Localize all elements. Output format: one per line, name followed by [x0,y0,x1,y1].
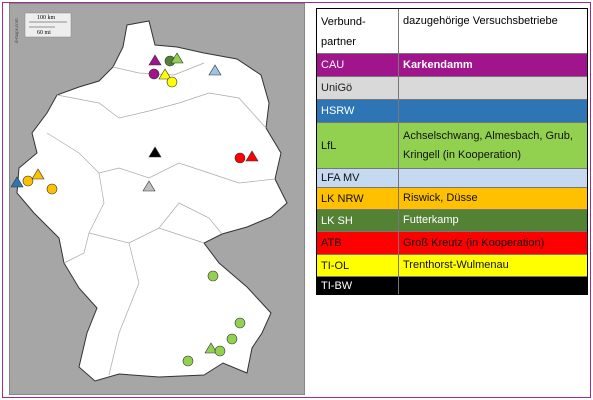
partner-cell: LK NRW [317,188,399,209]
header-cell: dazugehörige Versuchsbetriebe [403,15,558,27]
partner-cell: TI-BW [317,277,399,294]
farms-cell: Karkendamm [403,58,473,71]
farms-cell: Trenthorst-Wulmenau [403,259,509,271]
marker [234,317,246,329]
table-row: TI-OL Trenthorst-Wulmenau [317,254,587,276]
farms-cell: Futterkamp [403,214,459,226]
partner-cell: UniGö [317,77,399,99]
marker [22,175,34,187]
partner-cell: TI-OL [317,255,399,276]
farms-cell: Groß Kreutz (in Kooperation) [403,236,545,249]
marker [148,68,160,80]
credit: d-maps.com [15,18,20,43]
table-row: TI-BW [317,276,587,294]
marker [166,76,178,88]
table-row: CAU Karkendamm [317,53,587,76]
partner-cell: LfL [317,123,399,168]
scale-box [24,12,72,38]
marker [148,146,162,158]
table-header: Verbund-partner dazugehörige Versuchsbetr… [317,9,587,53]
table-row: HSRW [317,99,587,122]
table-row: UniGö [317,76,587,99]
markers [10,52,259,367]
table-row: LfL Achselschwang, Almesbach, Grub, Kring… [317,122,587,168]
map: 100 km 60 mi d-maps.com [9,3,305,395]
partner-cell: LK SH [317,210,399,231]
header-cell: Verbund-partner [317,9,399,53]
partner-cell: LFA MV [317,169,399,187]
marker [31,168,45,180]
farms-cell [399,77,587,99]
partner-table: Verbund-partner dazugehörige Versuchsbetr… [316,8,588,295]
farms-cell [399,100,587,122]
table-row: LK SH Futterkamp [317,209,587,231]
marker [142,180,156,192]
partner-cell: ATB [317,232,399,254]
marker [204,342,218,354]
partner-cell: HSRW [317,100,399,122]
marker [234,152,246,164]
partner-cell: CAU [317,54,399,76]
marker [182,355,194,367]
germany [16,20,288,382]
marker [207,270,219,282]
marker [208,64,222,76]
farms-cell [399,169,587,187]
farms-cell: Riswick, Düsse [403,192,478,204]
table-row: LFA MV [317,168,587,187]
marker [170,52,184,64]
table-row: ATB Groß Kreutz (in Kooperation) [317,231,587,254]
table-row: LK NRW Riswick, Düsse [317,187,587,209]
marker [46,183,58,195]
marker [245,150,259,162]
marker [158,68,172,80]
farms-cell [399,277,587,294]
marker [10,176,24,188]
marker [226,333,238,345]
marker [148,54,162,66]
marker [214,345,226,357]
farms-cell: Achselschwang, Almesbach, Grub, Kringell… [403,129,573,161]
scale-mi: 60 mi [37,30,51,36]
scale-km: 100 km [37,15,56,21]
